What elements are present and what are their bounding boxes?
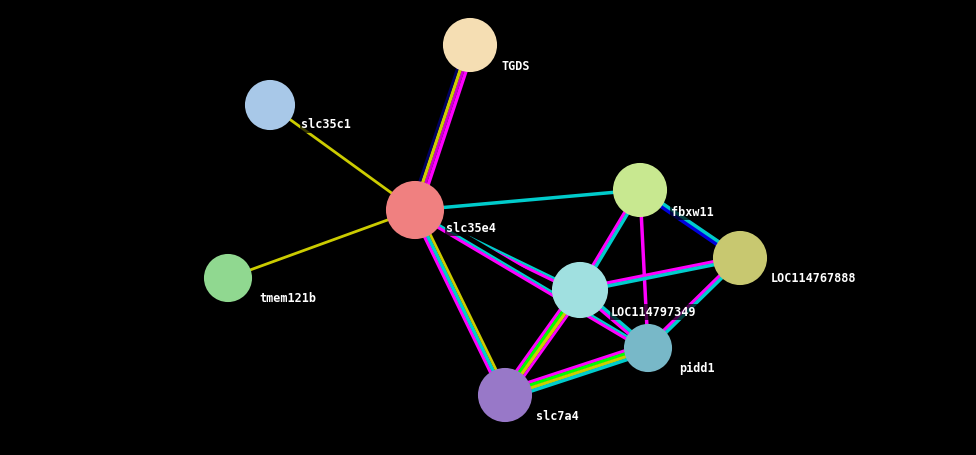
Circle shape: [246, 81, 294, 129]
Text: LOC114767888: LOC114767888: [771, 272, 857, 284]
Circle shape: [387, 182, 443, 238]
Text: fbxw11: fbxw11: [671, 206, 713, 218]
Text: slc35c1: slc35c1: [301, 118, 351, 131]
Circle shape: [714, 232, 766, 284]
Text: slc35e4: slc35e4: [446, 222, 496, 234]
Text: LOC114797349: LOC114797349: [611, 305, 697, 318]
Circle shape: [205, 255, 251, 301]
Circle shape: [553, 263, 607, 317]
Circle shape: [625, 325, 671, 371]
Circle shape: [614, 164, 666, 216]
Text: pidd1: pidd1: [679, 361, 714, 374]
Text: tmem121b: tmem121b: [259, 292, 316, 304]
Circle shape: [444, 19, 496, 71]
Circle shape: [479, 369, 531, 421]
Text: TGDS: TGDS: [501, 61, 530, 74]
Text: slc7a4: slc7a4: [536, 410, 579, 424]
